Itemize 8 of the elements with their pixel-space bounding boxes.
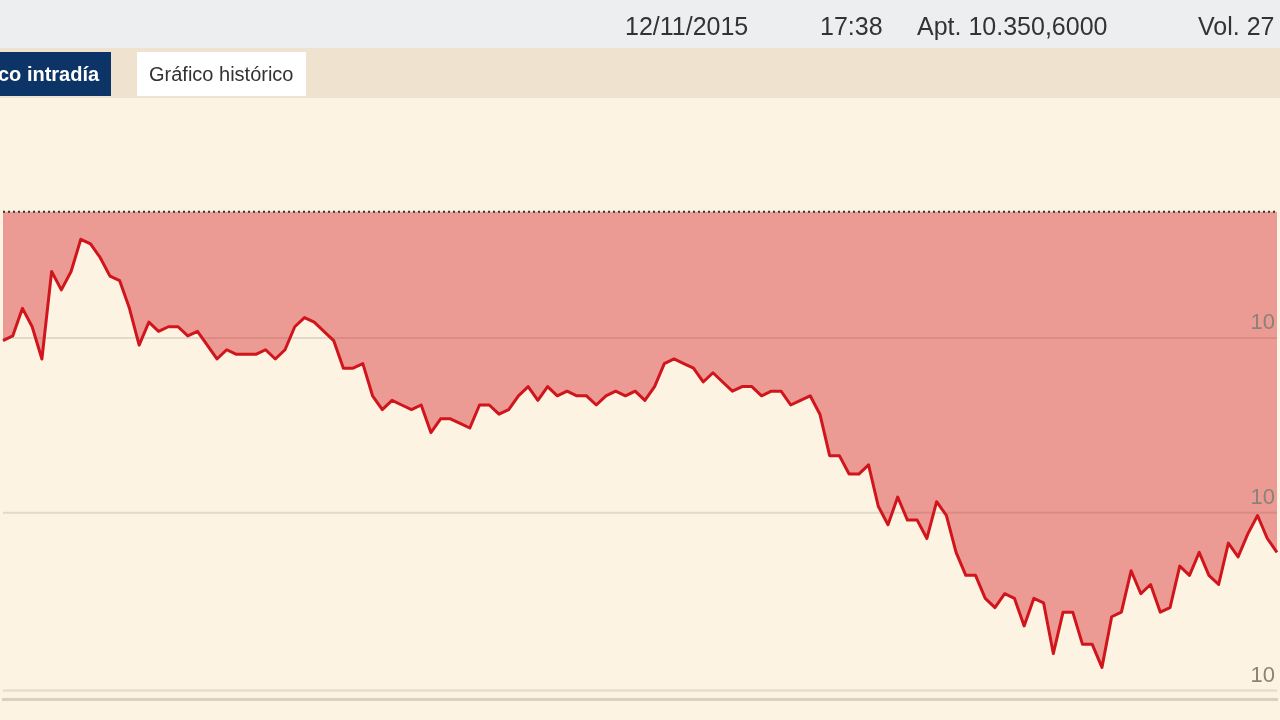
- text: Apt. 10.350,6000: [917, 12, 1108, 41]
- text: Vol. 27: [1198, 12, 1275, 41]
- annotation: 10: [1250, 309, 1275, 335]
- text: 17:38: [820, 12, 883, 41]
- annotation: 10: [1250, 483, 1275, 509]
- text: Gráfico histórico: [137, 52, 306, 96]
- text: 12/11/2015: [625, 12, 749, 41]
- annotation: 10: [1250, 661, 1275, 687]
